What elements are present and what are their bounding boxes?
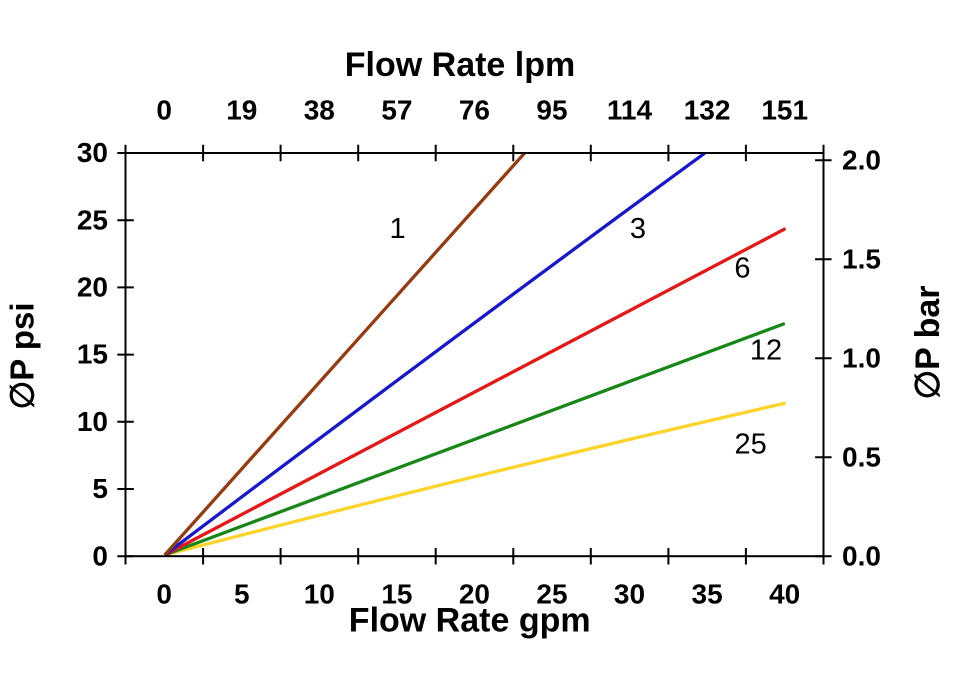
svg-text:5: 5 [92,473,108,504]
svg-text:38: 38 [304,95,335,126]
svg-text:∅P bar: ∅P bar [909,285,947,399]
svg-text:3: 3 [630,213,646,245]
svg-text:6: 6 [734,252,750,284]
svg-text:25: 25 [536,579,567,610]
svg-text:40: 40 [769,579,800,610]
svg-text:114: 114 [607,95,653,126]
svg-text:20: 20 [77,272,108,303]
svg-text:30: 30 [614,579,645,610]
svg-text:Flow Rate gpm: Flow Rate gpm [349,601,591,639]
svg-text:35: 35 [692,579,723,610]
svg-text:10: 10 [77,406,108,437]
svg-text:25: 25 [77,204,108,235]
svg-text:10: 10 [304,579,335,610]
svg-text:15: 15 [381,579,412,610]
svg-text:∅P psi: ∅P psi [4,302,41,409]
svg-text:0: 0 [156,579,172,610]
svg-text:12: 12 [750,335,782,367]
svg-text:76: 76 [459,95,490,126]
svg-text:151: 151 [761,95,808,126]
svg-text:15: 15 [77,339,108,370]
svg-text:0: 0 [92,540,108,571]
svg-text:30: 30 [77,137,108,168]
svg-text:20: 20 [459,579,490,610]
svg-text:1.0: 1.0 [842,342,881,373]
svg-text:0: 0 [156,95,172,126]
svg-text:1.5: 1.5 [842,243,881,274]
svg-text:Flow Rate lpm: Flow Rate lpm [345,46,575,84]
svg-text:132: 132 [684,95,731,126]
svg-text:25: 25 [734,429,766,461]
svg-text:95: 95 [536,95,567,126]
svg-text:2.0: 2.0 [842,144,881,175]
svg-text:57: 57 [381,95,412,126]
svg-text:0.5: 0.5 [842,441,881,472]
svg-text:19: 19 [226,95,257,126]
svg-text:1: 1 [390,213,406,245]
svg-text:0.0: 0.0 [842,540,881,571]
svg-text:5: 5 [234,579,250,610]
